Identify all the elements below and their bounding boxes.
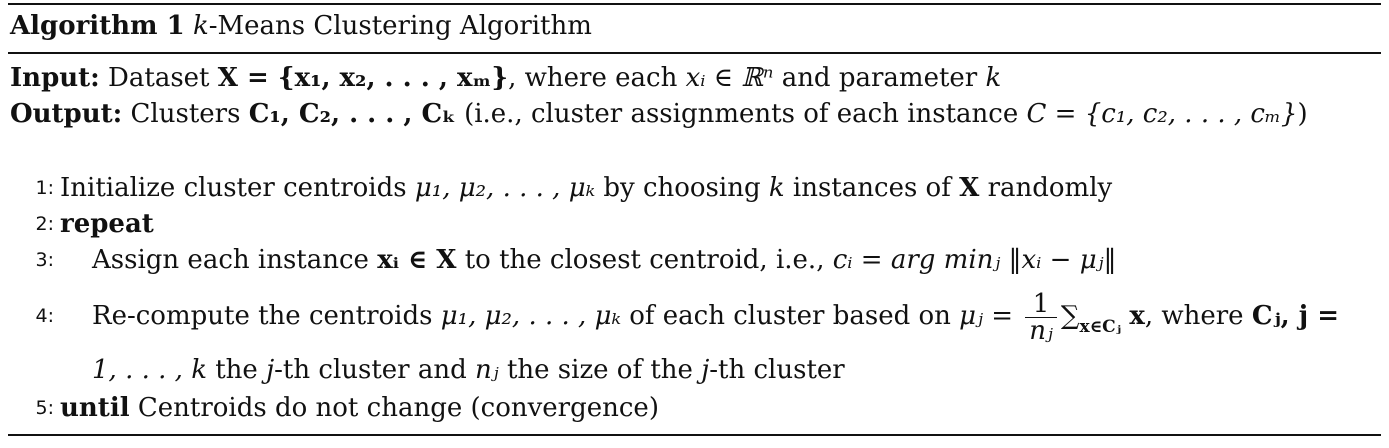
step-4-text-d: the [215, 355, 258, 385]
step-1-text-d: randomly [987, 173, 1113, 203]
algorithm-title-k: k [192, 11, 209, 41]
step-3-text-b: to the closest centroid, i.e., [464, 245, 825, 275]
input-label: Input: [10, 63, 100, 93]
output-math-assign: C = {c₁, c₂, . . . , cₘ} [1026, 99, 1298, 129]
step-4-math-f: nⱼ [475, 355, 499, 385]
step-3-math-a: xᵢ ∈ X [377, 245, 457, 275]
step-1-text-a: Initialize cluster centroids [60, 173, 407, 203]
step-number-2: 2: [35, 213, 55, 235]
output-text-after: ) [1297, 99, 1308, 129]
step-4-frac-num: 1 [1025, 291, 1057, 318]
step-4-fraction: 1 nⱼ [1025, 291, 1057, 344]
step-4-math-d: 1, . . . , k [92, 355, 207, 385]
step-2-keyword: repeat [60, 209, 154, 239]
input-math-set: X = {x₁, x₂, . . . , xₘ} [217, 63, 509, 93]
step-4-text-b: of each cluster based on [629, 301, 951, 331]
step-2: repeat [60, 208, 154, 240]
step-1-text-b: by choosing [603, 173, 761, 203]
step-1: Initialize cluster centroids μ₁, μ₂, . .… [60, 172, 1112, 204]
step-3-text-a: Assign each instance [92, 245, 369, 275]
output-label: Output: [10, 99, 123, 129]
step-4-sum-sign: ∑ [1060, 301, 1080, 331]
step-3-math-b: cᵢ = arg minⱼ ‖xᵢ − μⱼ‖ [832, 245, 1117, 275]
algorithm-caption: Algorithm 1 k-Means Clustering Algorithm [10, 10, 592, 42]
step-4-text-a: Re-compute the centroids [92, 301, 433, 331]
step-4: Re-compute the centroids μ₁, μ₂, . . . ,… [92, 286, 1339, 357]
step-4-math-lhs: μⱼ = [959, 301, 1013, 331]
step-5-keyword: until [60, 393, 130, 423]
step-4-text-c: , where [1144, 301, 1244, 331]
bottom-rule [8, 434, 1381, 436]
algorithm-label: Algorithm 1 [10, 11, 185, 41]
step-1-math-a: μ₁, μ₂, . . . , μₖ [414, 173, 596, 203]
top-rule [8, 3, 1381, 5]
step-1-math-b: k [768, 173, 785, 203]
step-4-math-c: Cⱼ, j = [1251, 301, 1340, 331]
step-number-5: 5: [35, 397, 55, 419]
input-line: Input: Dataset X = {x₁, x₂, . . . , xₘ},… [10, 62, 1001, 94]
step-1-math-c: X [959, 173, 980, 203]
step-number-4: 4: [35, 305, 55, 327]
input-text-after: and parameter [781, 63, 978, 93]
step-4-continuation: 1, . . . , k the j-th cluster and nⱼ the… [92, 354, 845, 386]
output-text-before: Clusters [130, 99, 241, 129]
step-4-text-g: -th cluster [709, 355, 845, 385]
input-param: k [985, 63, 1002, 93]
step-number-3: 3: [35, 249, 55, 271]
step-4-math-x: x [1129, 301, 1145, 331]
step-5: until Centroids do not change (convergen… [60, 392, 659, 424]
output-text-middle: (i.e., cluster assignments of each insta… [464, 99, 1019, 129]
output-line: Output: Clusters C₁, C₂, . . . , Cₖ (i.e… [10, 98, 1308, 130]
step-1-text-c: instances of [792, 173, 951, 203]
step-4-math-g: j [701, 355, 710, 385]
step-4-math-a: μ₁, μ₂, . . . , μₖ [440, 301, 621, 331]
output-math-clusters: C₁, C₂, . . . , Cₖ [248, 99, 456, 129]
caption-rule [8, 52, 1381, 54]
step-number-1: 1: [35, 177, 55, 199]
algorithm-title: -Means Clustering Algorithm [208, 11, 592, 41]
step-4-text-e: -th cluster and [274, 355, 467, 385]
input-text-middle: , where each [508, 63, 678, 93]
step-4-frac-den: nⱼ [1029, 315, 1053, 346]
step-5-text-a: Centroids do not change (convergence) [137, 393, 659, 423]
step-4-text-f: the size of the [506, 355, 693, 385]
input-math-elem: xᵢ ∈ ℝⁿ [685, 63, 774, 93]
step-4-math-e: j [266, 355, 275, 385]
input-text-before: Dataset [108, 63, 210, 93]
step-3: Assign each instance xᵢ ∈ X to the close… [92, 244, 1116, 276]
step-4-sum-sub: x∈Cⱼ [1079, 317, 1122, 337]
